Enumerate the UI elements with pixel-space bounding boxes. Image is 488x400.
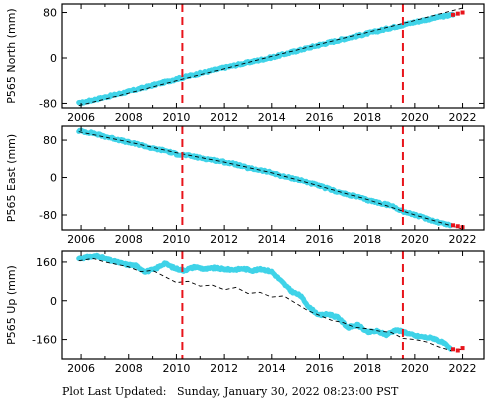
x-tick-label: 2006 <box>67 111 95 124</box>
y-tick-label: -160 <box>32 334 57 347</box>
x-tick-label: 2012 <box>210 362 238 375</box>
x-tick-label: 2022 <box>449 233 477 246</box>
x-tick-label: 2016 <box>305 111 333 124</box>
recent-point <box>460 346 465 351</box>
observed-series-line <box>76 252 454 352</box>
x-tick-label: 2014 <box>258 362 286 375</box>
plot-area <box>76 7 465 107</box>
model-series-line <box>78 131 463 230</box>
y-axis-label: P565 East (mm) <box>5 134 18 222</box>
x-tick-label: 2006 <box>67 233 95 246</box>
y-axis-label: P565 Up (mm) <box>5 265 18 345</box>
observed-series-line <box>76 11 456 107</box>
x-tick-label: 2008 <box>115 233 143 246</box>
footer-date: Sunday, January 30, 2022 08:23:00 PST <box>176 385 399 398</box>
x-tick-label: 2022 <box>449 111 477 124</box>
x-tick-label: 2014 <box>258 111 286 124</box>
y-tick-label: 80 <box>43 7 57 20</box>
x-tick-label: 2010 <box>162 362 190 375</box>
footer-label: Plot Last Updated: <box>62 385 167 398</box>
x-tick-label: 2020 <box>401 233 429 246</box>
y-tick-label: 0 <box>50 52 57 65</box>
y-tick-label: 160 <box>36 256 57 269</box>
recent-point <box>451 223 456 228</box>
y-axis-label: P565 North (mm) <box>5 8 18 103</box>
y-tick-label: 0 <box>50 295 57 308</box>
x-tick-label: 2012 <box>210 233 238 246</box>
x-tick-label: 2016 <box>305 362 333 375</box>
x-tick-label: 2010 <box>162 111 190 124</box>
x-tick-label: 2018 <box>353 111 381 124</box>
recent-point <box>455 224 460 229</box>
model-series-line <box>78 257 463 351</box>
recent-point <box>455 11 460 16</box>
y-tick-label: -80 <box>39 209 57 222</box>
panel-1: 2006 2008 2010 2012 2014 2016 2018 2020 2022 -80 0… <box>5 3 485 124</box>
y-tick-label: 80 <box>43 134 57 147</box>
x-tick-label: 2018 <box>353 362 381 375</box>
x-tick-label: 2006 <box>67 362 95 375</box>
panel-frame <box>61 250 485 360</box>
y-tick-label: -80 <box>39 97 57 110</box>
x-tick-label: 2022 <box>449 362 477 375</box>
y-tick-label: 0 <box>50 172 57 185</box>
x-tick-label: 2008 <box>115 111 143 124</box>
x-tick-label: 2018 <box>353 233 381 246</box>
panel-frame <box>61 3 485 109</box>
plot-area <box>76 252 465 353</box>
panel-3: 2006 2008 2010 2012 2014 2016 2018 2020 2022 -160… <box>5 250 485 375</box>
recent-point <box>460 10 465 15</box>
x-tick-label: 2020 <box>401 362 429 375</box>
x-tick-label: 2010 <box>162 233 190 246</box>
panel-2: 2006 2008 2010 2012 2014 2016 2018 2020 2022 -80 0… <box>5 125 485 246</box>
recent-point <box>451 347 456 352</box>
x-tick-label: 2016 <box>305 233 333 246</box>
footer: Plot Last Updated: Sunday, January 30, 2… <box>62 385 398 398</box>
recent-point <box>451 12 456 17</box>
x-tick-label: 2014 <box>258 233 286 246</box>
plot-area <box>76 127 465 230</box>
x-tick-label: 2008 <box>115 362 143 375</box>
model-series-line <box>78 7 463 107</box>
recent-point <box>455 348 460 353</box>
x-tick-label: 2020 <box>401 111 429 124</box>
observed-series-line <box>76 127 454 229</box>
x-tick-label: 2012 <box>210 111 238 124</box>
